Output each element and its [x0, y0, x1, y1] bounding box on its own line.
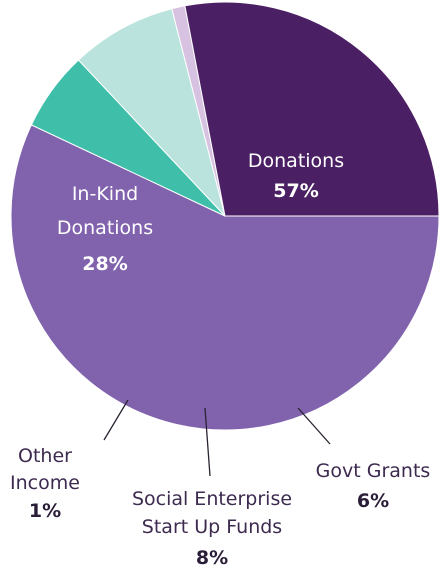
slice-label-inkind-line1: In-Kind: [72, 183, 138, 205]
slice-label-social-line1: Social Enterprise: [132, 488, 292, 510]
slice-pct-donations: 57%: [273, 180, 318, 202]
slice-label-govt: Govt Grants: [316, 460, 431, 482]
pie-slices: [10, 1, 440, 431]
slice-label-inkind-line2: Donations: [57, 217, 153, 239]
slice-donations: [10, 124, 440, 431]
slice-label-donations: Donations: [248, 150, 344, 172]
leader-line-social: [204, 407, 211, 477]
slice-inkind: [184, 1, 440, 217]
slice-pct-social: 8%: [196, 547, 228, 569]
slice-label-other-line2: Income: [10, 472, 80, 494]
slice-label-social-line2: Start Up Funds: [142, 516, 282, 538]
slice-pct-govt: 6%: [357, 490, 389, 512]
slice-pct-other: 1%: [29, 500, 61, 522]
slice-pct-inkind: 28%: [82, 253, 127, 275]
leader-line-other: [103, 399, 129, 441]
leader-lines: [103, 399, 331, 477]
leader-line-govt: [297, 407, 331, 445]
slice-social: [77, 8, 226, 217]
slice-label-other-line1: Other: [18, 445, 72, 467]
